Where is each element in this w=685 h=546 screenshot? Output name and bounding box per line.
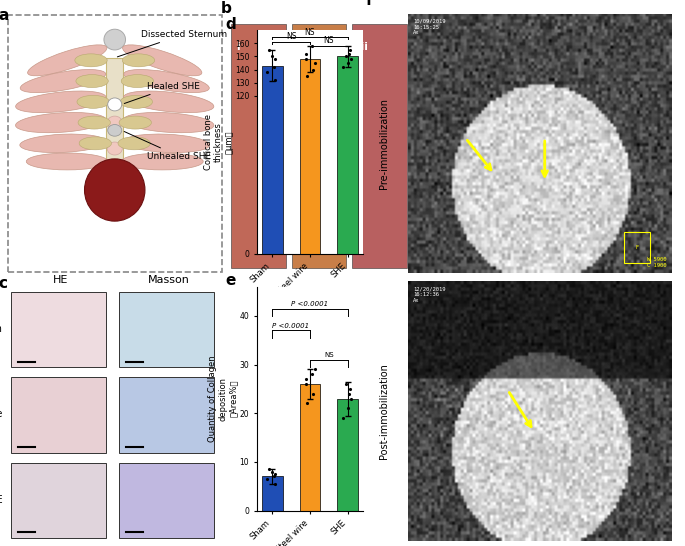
Text: f: f — [365, 0, 372, 8]
Ellipse shape — [77, 96, 110, 108]
Bar — [352, 24, 407, 268]
Text: iii: iii — [357, 42, 368, 52]
Bar — [119, 377, 214, 453]
Text: SHE: SHE — [0, 495, 3, 505]
Text: NS: NS — [324, 352, 334, 358]
Ellipse shape — [123, 91, 214, 112]
Bar — [106, 58, 123, 182]
Bar — [262, 66, 282, 254]
Text: b: b — [221, 1, 232, 16]
Y-axis label: Cortical bone
thickness
（μm）: Cortical bone thickness （μm） — [203, 114, 234, 170]
Ellipse shape — [84, 159, 145, 221]
Ellipse shape — [107, 116, 123, 129]
Bar — [299, 59, 321, 254]
Text: Masson: Masson — [148, 275, 190, 286]
Bar — [624, 232, 650, 263]
Text: c: c — [0, 276, 8, 291]
Text: 10/09/2019
16:15:25
Ax: 10/09/2019 16:15:25 Ax — [413, 19, 445, 35]
Ellipse shape — [121, 153, 203, 170]
Bar — [338, 56, 358, 254]
Text: W 5900
C 1900: W 5900 C 1900 — [647, 257, 666, 268]
Text: Pre-immobilization: Pre-immobilization — [379, 98, 389, 189]
Bar — [119, 292, 214, 367]
Text: NS: NS — [323, 37, 334, 45]
Text: HE: HE — [53, 275, 68, 286]
Ellipse shape — [123, 54, 155, 67]
Text: a: a — [0, 8, 9, 23]
Bar — [11, 292, 106, 367]
Text: Sham: Sham — [0, 324, 3, 334]
Text: ii: ii — [297, 42, 304, 52]
Ellipse shape — [78, 116, 110, 129]
Text: P <0.0001: P <0.0001 — [273, 323, 310, 329]
Ellipse shape — [118, 137, 150, 150]
Ellipse shape — [107, 142, 123, 155]
Bar — [8, 15, 221, 272]
Bar — [338, 399, 358, 511]
Text: Healed SHE: Healed SHE — [124, 82, 200, 104]
Text: NS: NS — [305, 28, 315, 37]
Ellipse shape — [108, 98, 122, 111]
Ellipse shape — [27, 45, 107, 76]
Ellipse shape — [121, 75, 153, 87]
Text: d: d — [225, 16, 236, 32]
Text: P <0.0001: P <0.0001 — [291, 301, 329, 307]
Ellipse shape — [119, 116, 151, 129]
Text: F: F — [636, 245, 638, 250]
Ellipse shape — [79, 137, 112, 150]
Ellipse shape — [16, 112, 106, 133]
Bar — [119, 462, 214, 538]
Text: Unhealed SHE: Unhealed SHE — [124, 132, 211, 161]
Ellipse shape — [123, 112, 214, 133]
Bar — [262, 477, 282, 511]
Bar — [232, 24, 286, 268]
Text: Dissected Sternum: Dissected Sternum — [117, 30, 227, 57]
Text: 12/20/2019
16:12:36
Ax: 12/20/2019 16:12:36 Ax — [413, 286, 445, 303]
Text: i: i — [236, 42, 240, 52]
Bar — [292, 24, 346, 268]
Ellipse shape — [124, 69, 210, 93]
Bar — [299, 384, 321, 511]
Ellipse shape — [16, 91, 106, 112]
Bar — [11, 462, 106, 538]
Bar — [11, 377, 106, 453]
Ellipse shape — [123, 134, 210, 152]
Ellipse shape — [75, 54, 107, 67]
Ellipse shape — [76, 75, 108, 87]
Y-axis label: Quantity of Collagen
deposition
（Area%）: Quantity of Collagen deposition （Area%） — [208, 355, 238, 442]
Text: NS: NS — [286, 32, 297, 41]
Text: Post-immobilization: Post-immobilization — [379, 363, 389, 459]
Ellipse shape — [20, 134, 106, 152]
Ellipse shape — [26, 153, 108, 170]
Text: Steel wire: Steel wire — [0, 409, 3, 419]
Ellipse shape — [123, 45, 202, 76]
Text: e: e — [225, 273, 236, 288]
Ellipse shape — [20, 69, 105, 93]
Ellipse shape — [108, 124, 122, 136]
Ellipse shape — [120, 96, 153, 108]
Ellipse shape — [104, 29, 125, 50]
